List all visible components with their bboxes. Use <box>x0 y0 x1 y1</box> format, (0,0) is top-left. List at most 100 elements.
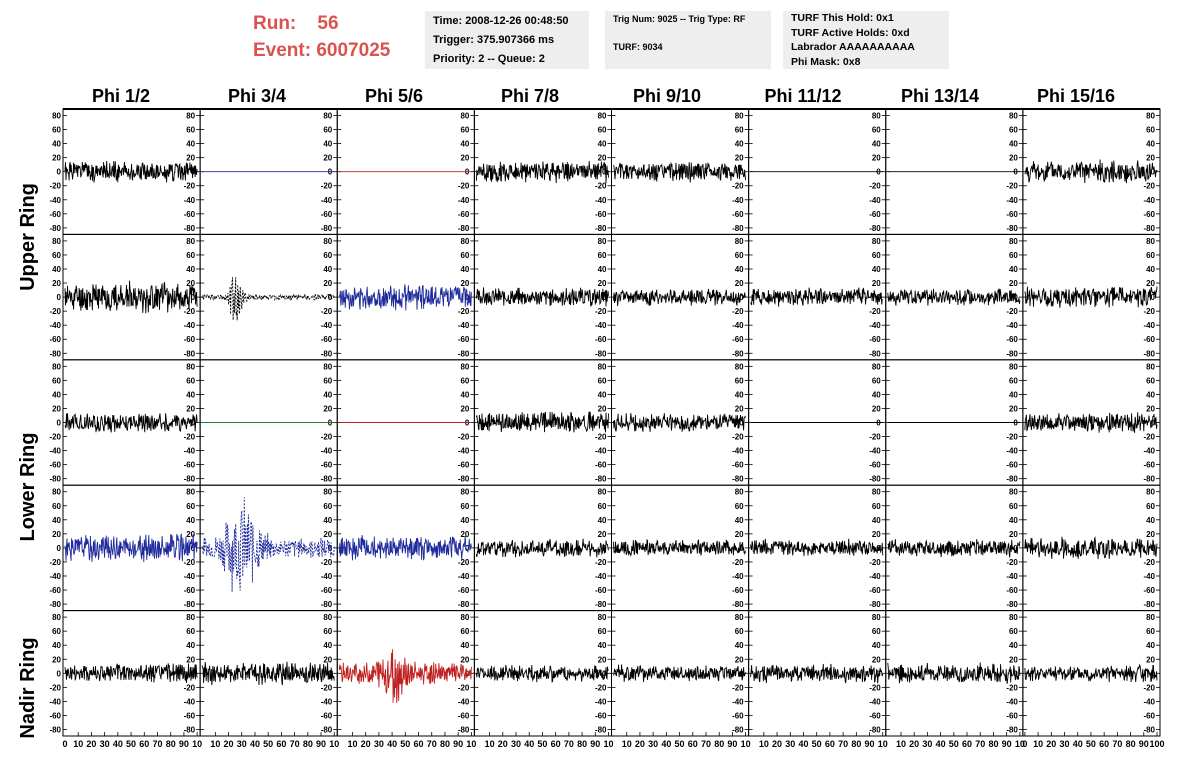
x-tick-label: 10 <box>485 739 495 749</box>
x-tick-label: 90 <box>865 739 875 749</box>
y-tick-label: 20 <box>872 655 881 664</box>
y-tick-label: 20 <box>735 279 744 288</box>
y-tick-label: -40 <box>184 697 196 706</box>
y-tick-label: -60 <box>732 711 744 720</box>
y-tick-label: -20 <box>458 182 470 191</box>
y-tick-label: 20 <box>1146 154 1155 163</box>
y-tick-label: -60 <box>184 210 196 219</box>
y-tick-label: -60 <box>732 210 744 219</box>
waveform-panel-r4-c0: 80 80 60 60 40 40 20 20 0 0 -20 -20 -40 -40 -60 -60 -80 -… <box>49 610 202 749</box>
x-tick-label: 50 <box>263 739 273 749</box>
waveform-panel-r2-c0: 80 80 60 60 40 40 20 20 0 0 -20 -20 -40 -40 -60 -60 -80 -… <box>49 359 201 486</box>
x-tick-label: 60 <box>276 739 286 749</box>
y-tick-label: -80 <box>184 600 196 609</box>
column-label-phi-11-12: Phi 11/12 <box>764 86 842 106</box>
y-tick-label: 20 <box>186 279 195 288</box>
y-tick-label: 80 <box>1009 613 1018 622</box>
y-tick-label: 40 <box>735 140 744 149</box>
y-tick-label: 40 <box>872 516 881 525</box>
y-tick-label: -40 <box>1143 196 1155 205</box>
x-tick-label: 10 <box>347 739 357 749</box>
y-tick-label: -20 <box>595 433 607 442</box>
y-tick-label: 40 <box>598 265 607 274</box>
x-tick-label: 20 <box>224 739 234 749</box>
waveform-panel-r1-c4: 80 60 40 20 0 -20 -40 -60 -80 <box>611 233 750 361</box>
y-tick-label: -60 <box>869 711 881 720</box>
y-tick-label: 40 <box>872 265 881 274</box>
waveform-trace <box>475 161 609 184</box>
y-tick-label: 80 <box>1146 488 1155 497</box>
x-tick-label: 20 <box>86 739 96 749</box>
y-tick-label: -20 <box>732 683 744 692</box>
y-tick-label: -40 <box>1006 321 1018 330</box>
y-tick-label: -80 <box>732 475 744 484</box>
y-tick-label: 20 <box>186 404 195 413</box>
y-tick-label: 20 <box>1146 655 1155 664</box>
y-tick-label: -40 <box>458 697 470 706</box>
x-tick-label: 50 <box>400 739 410 749</box>
y-tick-label: 60 <box>872 126 881 135</box>
y-tick-label: -40 <box>321 572 333 581</box>
waveform-panel-r2-c6: 80 60 40 20 0 -20 -40 -60 -80 <box>885 359 1024 486</box>
y-tick-label: -80 <box>458 224 470 233</box>
y-tick-label: -20 <box>869 307 881 316</box>
y-tick-label: -60 <box>49 210 61 219</box>
waveform-trace <box>613 288 747 307</box>
y-tick-label: -60 <box>321 461 333 470</box>
y-tick-label: -20 <box>49 433 61 442</box>
y-tick-label: -20 <box>184 307 196 316</box>
y-tick-label: -40 <box>458 196 470 205</box>
x-tick-label: 20 <box>498 739 508 749</box>
x-tick-label: 50 <box>126 739 136 749</box>
x-tick-label: 70 <box>564 739 574 749</box>
waveform-trace <box>64 280 198 314</box>
y-tick-label: 80 <box>323 613 332 622</box>
y-tick-label: 60 <box>872 502 881 511</box>
x-tick-label: 70 <box>975 739 985 749</box>
y-tick-label: -20 <box>1006 683 1018 692</box>
y-tick-label: -40 <box>458 572 470 581</box>
y-tick-label: -60 <box>1143 586 1155 595</box>
column-label-phi-7-8: Phi 7/8 <box>500 86 560 106</box>
y-tick-label: 40 <box>1009 265 1018 274</box>
y-tick-label: 20 <box>598 404 607 413</box>
y-tick-label: 80 <box>460 112 469 121</box>
y-tick-label: 60 <box>735 251 744 260</box>
x-tick-label: 50 <box>675 739 685 749</box>
y-tick-label: 80 <box>1009 362 1018 371</box>
y-tick-label: -80 <box>732 224 744 233</box>
y-tick-label: -60 <box>321 210 333 219</box>
y-tick-label: 80 <box>52 613 61 622</box>
y-tick-label: 60 <box>52 251 61 260</box>
y-tick-label: -40 <box>49 196 61 205</box>
y-tick-label: 20 <box>323 279 332 288</box>
x-tick-label: 40 <box>250 739 260 749</box>
y-tick-label: 80 <box>186 488 195 497</box>
y-tick-label: 20 <box>1009 154 1018 163</box>
y-tick-label: 40 <box>735 265 744 274</box>
x-tick-label: 90 <box>727 739 737 749</box>
y-tick-label: -60 <box>1143 711 1155 720</box>
y-tick-label: -20 <box>732 433 744 442</box>
y-tick-label: 40 <box>598 516 607 525</box>
y-tick-label: -60 <box>869 335 881 344</box>
y-tick-label: 0 <box>876 168 881 177</box>
waveform-trace <box>1024 412 1158 433</box>
y-tick-label: -40 <box>732 697 744 706</box>
y-tick-label: 20 <box>52 279 61 288</box>
y-tick-label: -80 <box>869 600 881 609</box>
y-tick-label: -20 <box>732 182 744 191</box>
y-tick-label: 40 <box>186 390 195 399</box>
y-tick-label: 40 <box>323 516 332 525</box>
y-tick-label: 20 <box>323 655 332 664</box>
y-tick-label: -40 <box>184 572 196 581</box>
run-label: Run: <box>253 13 297 34</box>
waveform-panel-r0-c0: 808060604040202000-20-20-40-40-60-60-80-… <box>49 108 201 235</box>
waveform-trace <box>64 533 198 563</box>
y-tick-label: -20 <box>458 307 470 316</box>
y-tick-label: 0 <box>1151 544 1156 553</box>
y-tick-label: -80 <box>1143 224 1155 233</box>
y-tick-label: 60 <box>52 126 61 135</box>
x-tick-label: 20 <box>635 739 645 749</box>
